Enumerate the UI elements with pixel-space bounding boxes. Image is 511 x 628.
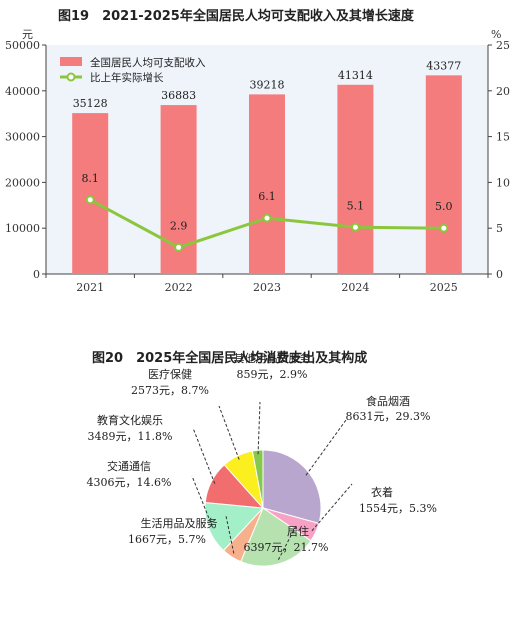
pie-slice-value: 6397元，21.7% <box>244 541 329 554</box>
left-axis-unit: 元 <box>22 28 33 41</box>
income-bar <box>72 113 109 274</box>
pie-slice <box>204 501 265 552</box>
legend: 全国居民人均可支配收入 比上年实际增长 <box>60 56 206 84</box>
pie-leader-line <box>191 475 213 528</box>
pie-slice-name: 教育文化娱乐 <box>97 413 163 427</box>
pie-leader-line <box>218 405 240 460</box>
growth-point <box>174 242 184 252</box>
growth-point <box>262 213 272 223</box>
income-bar <box>337 84 374 274</box>
chart-title: 图20 2025年全国居民人均消费支出及其构成 <box>92 350 367 366</box>
pie-slice <box>251 449 264 509</box>
left-tick-label: 20000 <box>5 176 40 189</box>
growth-label: 8.1 <box>81 172 99 185</box>
left-tick-label: 40000 <box>5 85 40 98</box>
pie-slice-value: 2573元，8.7% <box>131 384 209 397</box>
x-tick-label: 2022 <box>165 281 193 294</box>
growth-label: 2.9 <box>170 219 188 232</box>
left-tick-label: 30000 <box>5 131 40 144</box>
pie-leader-line <box>225 515 235 554</box>
x-tick-label: 2023 <box>253 281 281 294</box>
left-tick-label: 10000 <box>5 222 40 235</box>
income-chart: 图19 2021-2025年全国居民人均可支配收入及其增长速度 元 % 0100… <box>5 8 510 294</box>
right-tick-label: 0 <box>496 268 503 281</box>
pie-slice-value: 1667元，5.7% <box>128 533 206 546</box>
right-tick-label: 10 <box>496 176 510 189</box>
right-tick-label: 5 <box>496 222 503 235</box>
pie-slice-value: 3489元，11.8% <box>88 430 173 443</box>
right-tick-label: 25 <box>496 39 510 52</box>
x-tick-label: 2025 <box>430 281 458 294</box>
left-tick-label: 50000 <box>5 39 40 52</box>
income-bar <box>249 94 285 274</box>
pie-leader-line <box>305 419 347 476</box>
pie-slice-value: 859元，2.9% <box>237 368 308 381</box>
pie-slice-name: 其他用品及服务 <box>234 352 311 365</box>
right-axis-unit: % <box>491 28 501 41</box>
legend-line-marker <box>66 72 76 82</box>
pie-leader-line <box>277 525 297 560</box>
legend-bar-label: 全国居民人均可支配收入 <box>90 56 206 69</box>
income-bar-label: 39218 <box>250 78 285 91</box>
pie-slice-name: 衣着 <box>371 485 393 499</box>
right-tick-label: 15 <box>496 131 510 144</box>
pie-leader-line <box>192 427 216 484</box>
pie-leader-line <box>257 401 261 455</box>
growth-label: 5.1 <box>347 199 365 212</box>
chart-title: 图19 2021-2025年全国居民人均可支配收入及其增长速度 <box>58 8 415 24</box>
right-tick-label: 20 <box>496 85 510 98</box>
pie-slice <box>240 507 312 567</box>
income-bar-label: 35128 <box>73 97 108 110</box>
pie-slice-value: 4306元，14.6% <box>87 476 172 489</box>
pie-slice-name: 交通通信 <box>107 459 151 473</box>
pie-leader-line <box>311 483 353 532</box>
growth-point <box>350 222 360 232</box>
growth-point <box>439 223 449 233</box>
pie-slice-value: 1554元，5.3% <box>359 502 437 515</box>
pie-slice-name: 生活用品及服务 <box>141 516 218 530</box>
legend-line-label: 比上年实际增长 <box>90 71 164 84</box>
pie-slice-value: 8631元，29.3% <box>346 410 431 423</box>
x-tick-label: 2021 <box>76 281 104 294</box>
growth-label: 6.1 <box>258 190 276 203</box>
legend-bar-swatch <box>60 57 82 66</box>
income-bar <box>425 75 462 274</box>
pie-slice-name: 居住 <box>287 524 309 538</box>
income-bar-label: 43377 <box>426 59 461 72</box>
pie-slice <box>262 449 322 525</box>
growth-point <box>85 195 95 205</box>
x-tick-label: 2024 <box>341 281 369 294</box>
consumption-chart: 图20 2025年全国居民人均消费支出及其构成 食品烟酒 8631元，29.3% 衣… <box>87 350 437 567</box>
pie-slice-name: 食品烟酒 <box>366 394 410 408</box>
left-tick-label: 0 <box>33 268 40 281</box>
pie-slice-name: 医疗保健 <box>148 367 192 381</box>
growth-label: 5.0 <box>435 200 453 213</box>
income-bar-label: 36883 <box>161 89 196 102</box>
income-bar-label: 41314 <box>338 69 373 82</box>
